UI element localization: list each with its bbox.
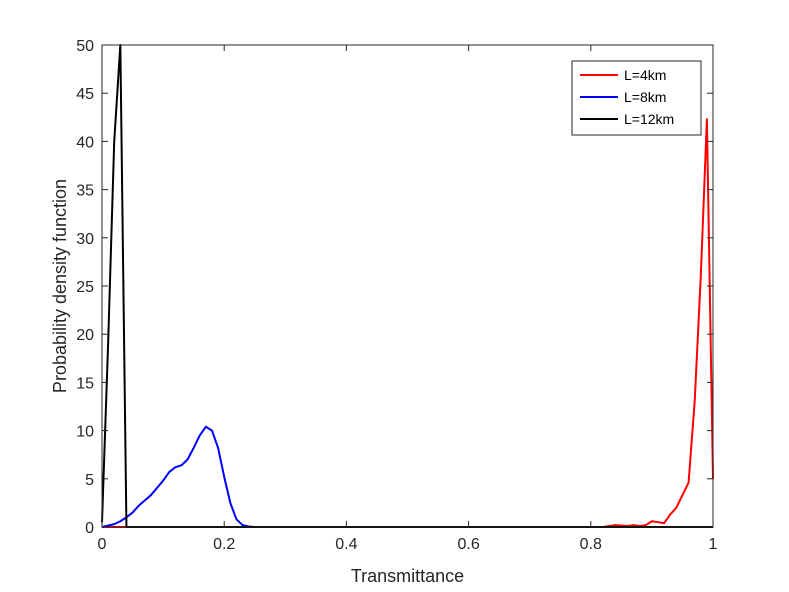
x-tick-label: 0.4: [335, 536, 357, 553]
legend-label: L=12km: [624, 111, 674, 127]
legend-label: L=4km: [624, 67, 666, 83]
series-line-0: [102, 118, 714, 528]
series-line-1: [101, 425, 713, 528]
legend-item-0: L=4km: [580, 67, 666, 83]
x-tick-label: 0: [98, 536, 107, 553]
y-tick-label: 50: [76, 38, 94, 55]
legend-items: L=4km L=8km L=12km: [580, 67, 674, 127]
y-tick-label: 10: [76, 424, 94, 441]
x-tick-label: 0.2: [213, 536, 235, 553]
legend-item-1: L=8km: [580, 89, 666, 105]
legend: L=4km L=8km L=12km: [571, 60, 702, 136]
y-tick-label: 0: [85, 520, 94, 537]
legend-label: L=8km: [624, 89, 666, 105]
y-tick-label: 30: [76, 231, 94, 248]
y-tick-label: 15: [76, 375, 94, 392]
y-tick-label: 20: [76, 327, 94, 344]
y-axis-title: Probability density function: [50, 179, 70, 393]
x-tick-label: 0.6: [457, 536, 479, 553]
y-tick-label: 45: [76, 86, 94, 103]
y-tick-label: 35: [76, 183, 94, 200]
x-tick-label: 1: [709, 536, 718, 553]
y-tick-label: 25: [76, 279, 94, 296]
y-tick-label: 40: [76, 134, 94, 151]
legend-item-2: L=12km: [580, 111, 674, 127]
x-axis-title: Transmittance: [351, 566, 464, 586]
y-tick-label: 5: [85, 472, 94, 489]
x-tick-label: 0.8: [580, 536, 602, 553]
